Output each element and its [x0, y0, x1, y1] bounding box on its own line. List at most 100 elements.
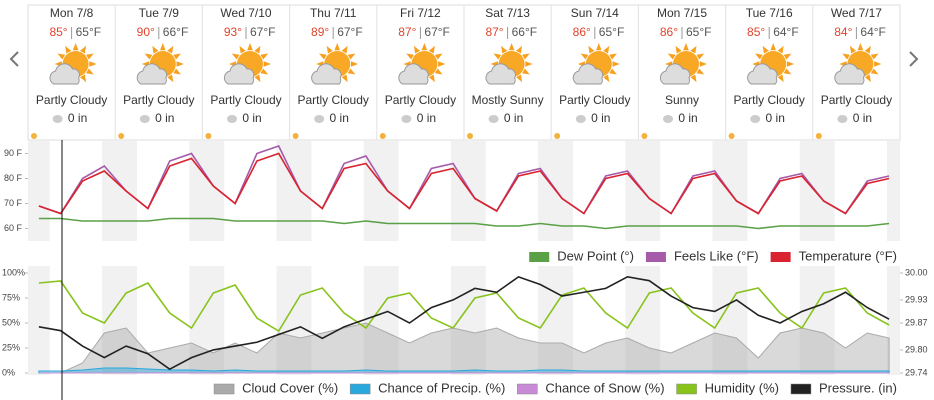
low-temp: 67°F: [337, 25, 362, 39]
sun-ray: [434, 68, 443, 75]
legend-swatch: [517, 383, 538, 395]
sun-ray: [89, 61, 97, 67]
night-band: [725, 266, 748, 375]
night-band: [189, 141, 203, 241]
precip-icon: [837, 115, 848, 123]
y-tick-label: 60 F: [4, 223, 23, 233]
high-temp: 85°: [49, 25, 67, 39]
sun-ray: [675, 45, 682, 54]
low-temp: 65°F: [686, 25, 711, 39]
sun-ray: [167, 74, 174, 83]
cloud: [834, 63, 865, 85]
low-temp: 66°F: [512, 25, 537, 39]
cloud: [223, 63, 255, 85]
night-band: [276, 266, 290, 375]
sun-ray: [864, 45, 871, 54]
sun-ray: [612, 61, 620, 67]
sun-dot: [554, 133, 561, 139]
sun-ray: [260, 68, 269, 75]
sun-ray: [683, 43, 689, 51]
sun-ray: [516, 45, 523, 54]
sun-ray: [864, 74, 871, 83]
condition: Sunny: [665, 93, 699, 107]
sun-ray: [80, 74, 87, 83]
day-label: Tue 7/16: [746, 6, 793, 20]
precip: 0 in: [853, 111, 872, 125]
legend-swatch: [529, 252, 550, 262]
low-temp: 64°F: [773, 25, 798, 39]
precip: 0 in: [242, 111, 261, 125]
night-band: [799, 141, 813, 241]
sun-ray: [347, 68, 356, 75]
high-temp: 93°: [224, 25, 242, 39]
sun-ray: [160, 43, 166, 51]
night-band: [712, 141, 726, 241]
sun-ray: [842, 53, 850, 60]
night-band: [886, 266, 900, 375]
sun-ray: [525, 61, 533, 67]
y2-tick-label: 30.00: [905, 267, 928, 277]
day-label: Mon 7/8: [50, 6, 94, 20]
night-band: [450, 266, 464, 375]
sun-ray: [588, 45, 595, 54]
temperature-line: [38, 217, 890, 230]
condition: Partly Cloudy: [36, 93, 107, 107]
cloud: [136, 63, 168, 85]
low-temp: 65°F: [599, 25, 624, 39]
precip-icon: [663, 115, 673, 123]
cloud: [49, 63, 80, 85]
legend-label: Temperature (°F): [799, 248, 897, 263]
precip-icon: [488, 115, 499, 123]
sun-dot: [467, 133, 473, 139]
sun-dot: [815, 133, 822, 139]
precip: 0 in: [504, 111, 523, 125]
cloud: [311, 63, 342, 85]
low-temp: 64°F: [860, 25, 885, 39]
sun-ray: [777, 45, 784, 54]
legend-label: Cloud Cover (%): [242, 380, 338, 395]
next-arrow[interactable]: [909, 51, 919, 67]
legend-label: Humidity (%): [705, 380, 779, 395]
high-temp: 86°: [573, 25, 591, 39]
day-label: Wed 7/17: [831, 6, 882, 20]
night-band: [28, 266, 50, 375]
night-band: [638, 141, 661, 241]
high-temp: 84°: [834, 25, 852, 39]
low-temp: 67°F: [250, 25, 275, 39]
prev-arrow[interactable]: [9, 51, 19, 67]
night-band: [102, 266, 116, 375]
sun-ray: [696, 68, 705, 75]
precip-icon: [314, 115, 325, 123]
sun-ray: [239, 45, 246, 54]
legend-swatch: [770, 252, 791, 262]
sun-ray: [874, 61, 882, 67]
sun-ray: [428, 74, 435, 83]
day-label: Sat 7/13: [485, 6, 530, 20]
sun-dot: [728, 133, 735, 139]
sun-ray: [786, 61, 795, 67]
line: [38, 275, 890, 371]
precip: 0 in: [766, 111, 785, 125]
condition: Partly Cloudy: [123, 93, 194, 107]
night-band: [464, 266, 486, 375]
night-band: [464, 141, 486, 241]
cloud: [398, 63, 429, 85]
precip: 0 in: [591, 111, 610, 125]
night-band: [376, 266, 399, 375]
y2-tick-label: 29.74: [905, 367, 928, 377]
sun-ray: [603, 74, 610, 83]
day-label: Thu 7/11: [310, 6, 357, 20]
sun-ray: [334, 43, 340, 51]
sun-ray: [80, 45, 87, 54]
sun-ray: [783, 68, 792, 75]
sun-ray: [690, 74, 697, 83]
y2-tick-label: 29.87: [905, 317, 928, 327]
sun-dot: [31, 133, 37, 139]
y-tick-label: 70 F: [4, 198, 23, 208]
day-label: Tue 7/9: [139, 6, 180, 20]
sun-ray: [326, 45, 333, 54]
legend-swatch: [349, 383, 371, 395]
night-band: [812, 266, 835, 375]
sun-ray: [609, 68, 617, 75]
